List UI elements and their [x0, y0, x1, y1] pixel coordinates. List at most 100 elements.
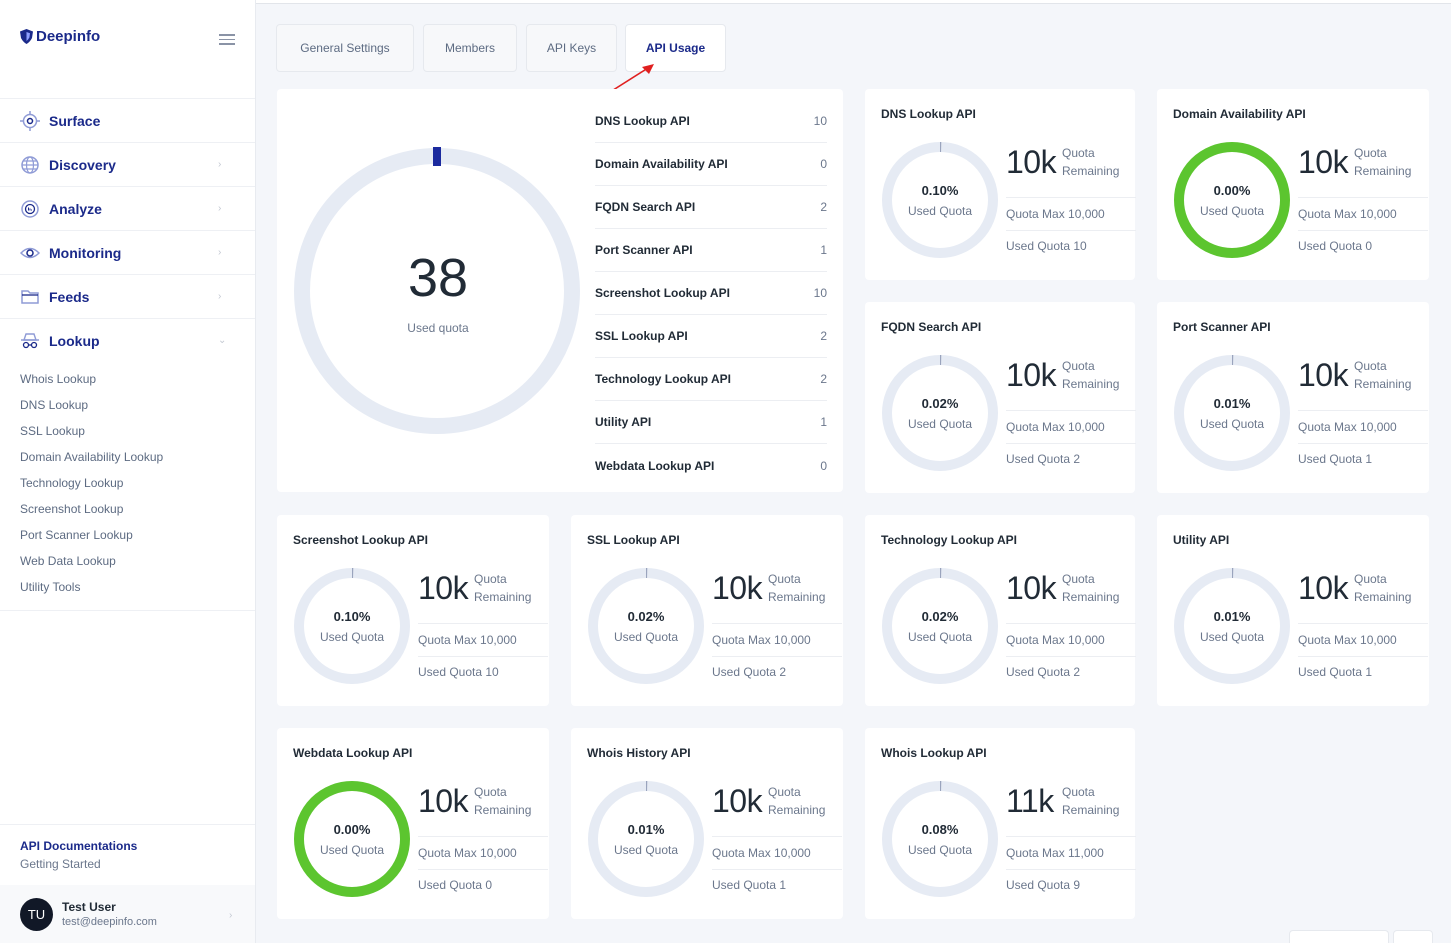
used-quota-percent: 0.02%	[627, 609, 665, 624]
list-item-value: 10	[813, 286, 827, 300]
sidebar: Deepinfo Surface Discovery › Analyze ›	[0, 0, 256, 943]
tab-api-usage[interactable]: API Usage	[625, 24, 726, 72]
quota-ring: 0.08% Used Quota	[881, 780, 999, 898]
api-card-ssl-lookup: SSL Lookup API 0.02% Used Quota 10k Quot…	[571, 515, 843, 706]
tab-members[interactable]: Members	[423, 24, 517, 72]
api-card-fqdn-search: FQDN Search API 0.02% Used Quota 10k Quo…	[865, 302, 1136, 493]
list-item-value: 1	[820, 243, 827, 257]
quota-max: Quota Max 10,000	[712, 623, 842, 657]
quota-ring: 0.01% Used Quota	[587, 780, 705, 898]
quota-word: Quota	[1062, 359, 1095, 373]
chevron-right-icon: ›	[218, 159, 222, 170]
list-item: Screenshot Lookup API 10	[595, 272, 827, 315]
quota-remaining-label: Quota Remaining	[1062, 783, 1119, 819]
user-profile[interactable]: TU Test User test@deepinfo.com ›	[0, 885, 255, 943]
submenu-item-domain-availability-lookup[interactable]: Domain Availability Lookup	[20, 450, 164, 464]
sidebar-item-analyze[interactable]: Analyze ›	[0, 186, 255, 230]
quota-max: Quota Max 10,000	[418, 836, 548, 870]
user-email: test@deepinfo.com	[62, 916, 157, 928]
submenu-item-dns-lookup[interactable]: DNS Lookup	[20, 398, 89, 412]
used-quota-percent: 0.08%	[921, 822, 959, 837]
remaining-word: Remaining	[768, 590, 826, 604]
sidebar-item-discovery[interactable]: Discovery ›	[0, 142, 255, 186]
sidebar-item-label: Feeds	[49, 288, 90, 305]
list-item-value: 2	[820, 329, 827, 343]
quota-max: Quota Max 10,000	[1006, 623, 1136, 657]
sidebar-item-lookup[interactable]: Lookup ⌄	[0, 318, 255, 362]
api-card-screenshot-lookup: Screenshot Lookup API 0.10% Used Quota 1…	[277, 515, 549, 706]
used-quota-label: Used Quota	[1199, 204, 1265, 218]
used-quota-percent: 0.02%	[921, 396, 959, 411]
submenu-item-web-data-lookup[interactable]: Web Data Lookup	[20, 554, 116, 568]
used-quota-label: Used Quota	[907, 843, 973, 857]
used-quota-percent: 0.01%	[1213, 396, 1251, 411]
api-card-technology-lookup: Technology Lookup API 0.02% Used Quota 1…	[865, 515, 1136, 706]
sidebar-item-monitoring[interactable]: Monitoring ›	[0, 230, 255, 274]
submenu-item-screenshot-lookup[interactable]: Screenshot Lookup	[20, 502, 124, 516]
brand-logo[interactable]: Deepinfo	[20, 28, 100, 45]
card-title: Whois History API	[587, 746, 691, 760]
card-title: Screenshot Lookup API	[293, 533, 428, 547]
quota-ring: 0.02% Used Quota	[587, 567, 705, 685]
api-card-domain-availability: Domain Availability API 0.00% Used Quota…	[1157, 89, 1429, 280]
api-card-whois-history: Whois History API 0.01% Used Quota 10k Q…	[571, 728, 843, 919]
submenu-item-ssl-lookup[interactable]: SSL Lookup	[20, 424, 85, 438]
quota-remaining-label: Quota Remaining	[474, 783, 531, 819]
sidebar-item-surface[interactable]: Surface	[0, 98, 255, 142]
submenu-item-technology-lookup[interactable]: Technology Lookup	[20, 476, 124, 490]
card-title: DNS Lookup API	[881, 107, 976, 121]
user-name: Test User	[62, 900, 116, 914]
sidebar-item-feeds[interactable]: Feeds ›	[0, 274, 255, 318]
eye-icon	[20, 243, 40, 263]
used-quota-percent: 0.10%	[921, 183, 959, 198]
quota-max: Quota Max 10,000	[712, 836, 842, 870]
chevron-down-icon: ⌄	[218, 335, 227, 346]
sidebar-item-label: Monitoring	[49, 244, 122, 261]
quota-remaining-value: 10k	[1006, 144, 1057, 180]
used-quota-label: Used Quota	[907, 417, 973, 431]
remaining-word: Remaining	[474, 590, 532, 604]
footer-button[interactable]	[1393, 930, 1433, 943]
quota-remaining-value: 10k	[418, 783, 469, 819]
list-item-value: 10	[813, 114, 827, 128]
quota-ring-graphic	[882, 142, 998, 258]
remaining-word: Remaining	[1354, 377, 1412, 391]
list-item-label: Technology Lookup API	[595, 372, 731, 386]
quota-remaining-value: 10k	[1006, 570, 1057, 606]
used-quota: Used Quota 1	[1298, 665, 1373, 679]
submenu-item-whois-lookup[interactable]: Whois Lookup	[20, 372, 97, 386]
list-item: Technology Lookup API 2	[595, 358, 827, 401]
api-card-whois-lookup: Whois Lookup API 0.08% Used Quota 11k Qu…	[865, 728, 1136, 919]
menu-toggle-icon[interactable]	[219, 34, 235, 45]
tab-api-keys[interactable]: API Keys	[526, 24, 617, 72]
tab-general-settings[interactable]: General Settings	[276, 24, 414, 72]
list-item: FQDN Search API 2	[595, 186, 827, 229]
quota-ring: 0.10% Used Quota	[881, 141, 999, 259]
used-quota-percent: 0.00%	[333, 822, 371, 837]
api-docs-title[interactable]: API Documentations	[20, 839, 138, 853]
used-quota: Used Quota 0	[1298, 239, 1373, 253]
quota-remaining-label: Quota Remaining	[1062, 144, 1119, 180]
remaining-word: Remaining	[768, 803, 826, 817]
quota-remaining-value: 10k	[1298, 570, 1349, 606]
quota-word: Quota	[768, 572, 801, 586]
remaining-word: Remaining	[1062, 164, 1120, 178]
getting-started-link[interactable]: Getting Started	[20, 857, 101, 871]
list-item-value: 2	[820, 200, 827, 214]
quota-remaining-label: Quota Remaining	[1354, 144, 1411, 180]
used-quota-percent: 0.10%	[333, 609, 371, 624]
quota-ring-graphic	[1174, 355, 1290, 471]
list-item-value: 0	[820, 157, 827, 171]
quota-word: Quota	[1354, 146, 1387, 160]
used-quota-percent: 0.01%	[627, 822, 665, 837]
card-title: Whois Lookup API	[881, 746, 987, 760]
quota-remaining-label: Quota Remaining	[1354, 357, 1411, 393]
used-quota-label: Used Quota	[1199, 630, 1265, 644]
submenu-item-utility-tools[interactable]: Utility Tools	[20, 580, 81, 594]
api-card-dns-lookup: DNS Lookup API 0.10% Used Quota 10k Quot…	[865, 89, 1136, 280]
footer-button[interactable]	[1289, 930, 1389, 943]
avatar: TU	[20, 897, 53, 931]
submenu-item-port-scanner-lookup[interactable]: Port Scanner Lookup	[20, 528, 133, 542]
quota-remaining-label: Quota Remaining	[768, 570, 825, 606]
api-docs-section: API Documentations Getting Started	[0, 824, 255, 871]
